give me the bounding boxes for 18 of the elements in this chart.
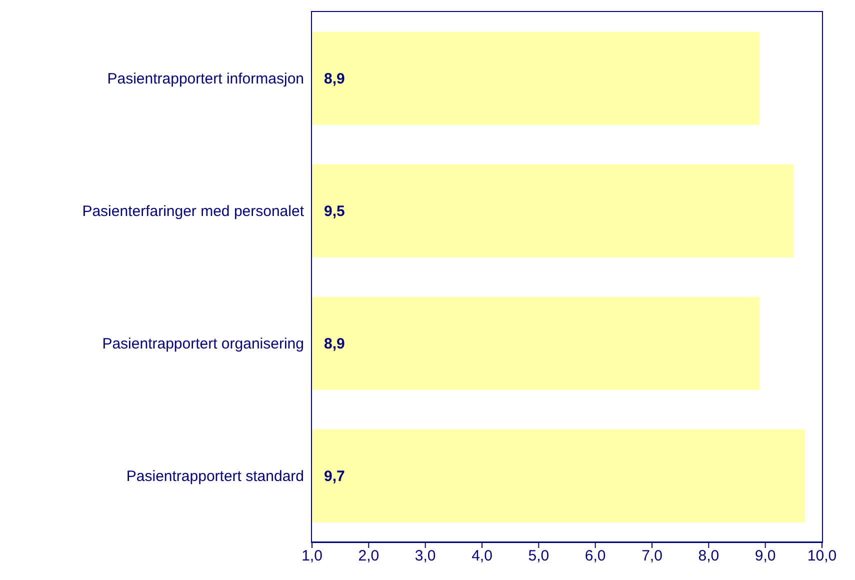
- x-tick-label: 7,0: [642, 548, 662, 565]
- x-tick-label: 8,0: [698, 548, 720, 565]
- data-label: 9,7: [324, 468, 345, 486]
- x-tick-label: 6,0: [584, 548, 606, 565]
- data-label: 9,5: [324, 203, 345, 220]
- x-tick-label: 10,0: [807, 548, 837, 565]
- y-tick-label: Pasientrapportert informasjon: [107, 70, 304, 88]
- y-tick-label: Pasienterfaringer med personalet: [82, 203, 305, 220]
- x-tick-label: 3,0: [414, 548, 436, 565]
- x-tick-label: 1,0: [302, 548, 322, 565]
- y-tick-label: Pasientrapportert standard: [126, 468, 304, 486]
- x-tick-label: 5,0: [528, 548, 550, 565]
- y-tick-label: Pasientrapportert organisering: [102, 336, 304, 353]
- data-label: 8,9: [324, 336, 345, 353]
- x-tick-label: 4,0: [472, 548, 492, 565]
- data-label: 8,9: [324, 70, 345, 88]
- x-tick-label: 9,0: [754, 548, 776, 565]
- x-tick-label: 2,0: [358, 548, 380, 565]
